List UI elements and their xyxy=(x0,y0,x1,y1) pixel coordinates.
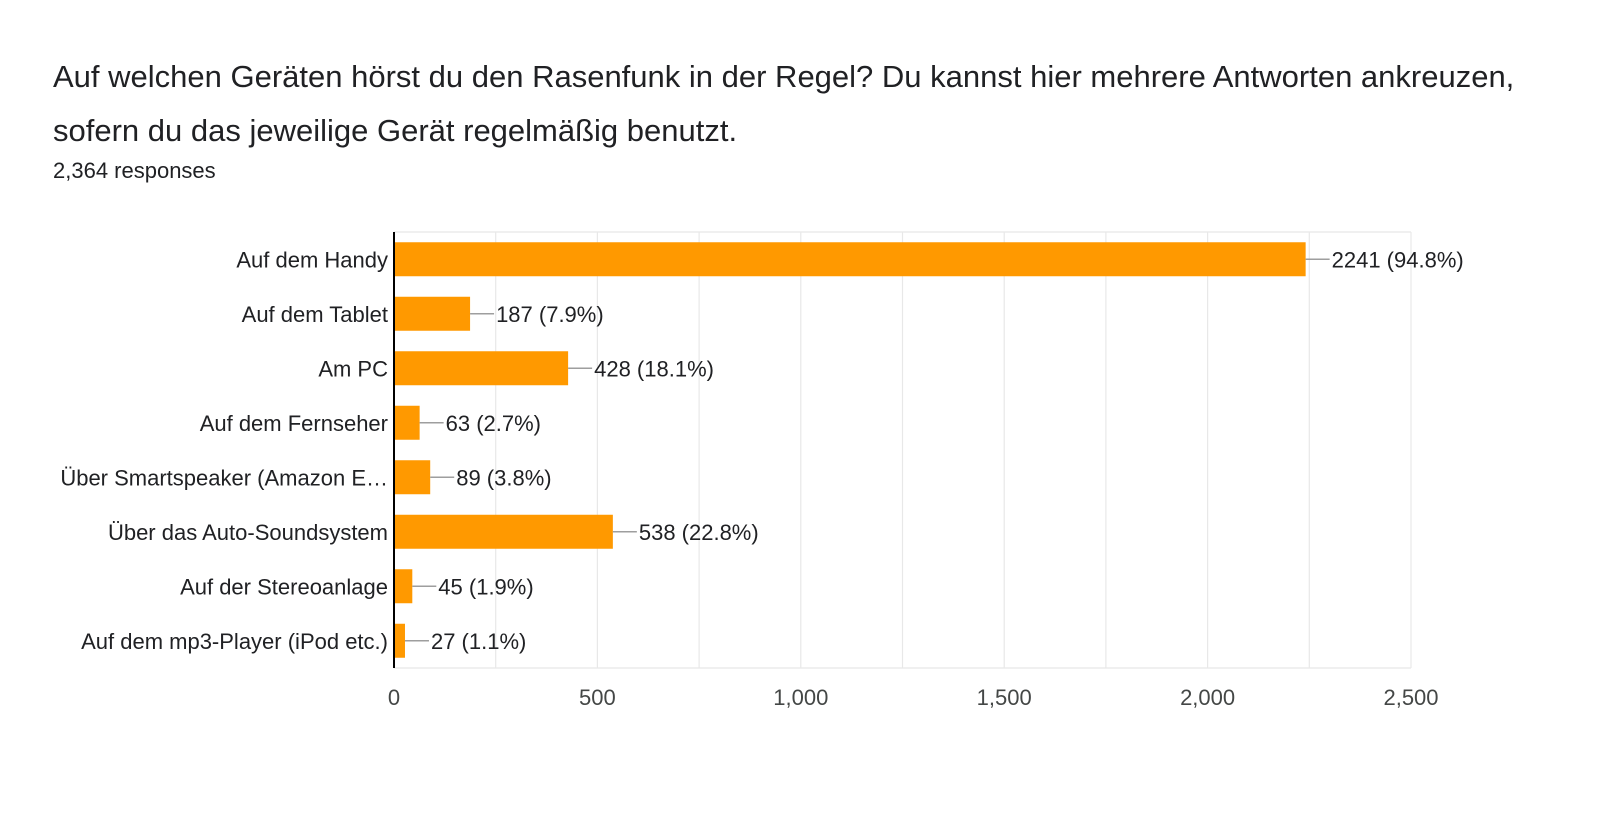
axis-layer: 0 500 1,000 1,500 2,000 2,500 xyxy=(388,232,1439,710)
bar xyxy=(394,242,1306,277)
x-tick-label: 1,000 xyxy=(773,685,828,710)
category-label: Auf dem Handy xyxy=(236,247,388,272)
x-tick-label: 0 xyxy=(388,685,400,710)
bar xyxy=(394,623,405,658)
bar xyxy=(394,460,431,495)
bar xyxy=(394,351,569,386)
bar xyxy=(394,296,471,331)
category-label: Auf der Stereoanlage xyxy=(180,574,388,599)
x-tick-label: 2,500 xyxy=(1383,685,1438,710)
label-layer: 2241 (94.8%) Auf dem Handy 187 (7.9%) Auf d… xyxy=(60,247,1463,654)
category-label: Auf dem mp3-Player (iPod etc.) xyxy=(81,629,388,654)
data-label: 27 (1.1%) xyxy=(431,629,526,654)
bar xyxy=(394,569,413,604)
data-label: 63 (2.7%) xyxy=(446,411,541,436)
grid-layer xyxy=(394,231,1412,669)
bar xyxy=(394,514,613,549)
data-label: 428 (18.1%) xyxy=(594,356,714,381)
data-label: 187 (7.9%) xyxy=(496,302,604,327)
category-label: Am PC xyxy=(318,356,388,381)
data-label: 538 (22.8%) xyxy=(639,520,759,545)
data-label: 2241 (94.8%) xyxy=(1332,247,1464,272)
category-label: Auf dem Fernseher xyxy=(200,411,388,436)
question-title: Auf welchen Geräten hörst du den Rasenfu… xyxy=(53,59,1515,148)
response-count: 2,364 responses xyxy=(53,158,216,183)
x-tick-label: 2,000 xyxy=(1180,685,1235,710)
category-label: Auf dem Tablet xyxy=(242,302,388,327)
data-label: 89 (3.8%) xyxy=(456,465,551,490)
category-label: Über Smartspeaker (Amazon E… xyxy=(60,465,388,490)
data-label: 45 (1.9%) xyxy=(438,574,533,599)
x-tick-label: 500 xyxy=(579,685,616,710)
category-label: Über das Auto-Soundsystem xyxy=(108,520,388,545)
bar xyxy=(394,405,420,440)
bar-layer xyxy=(394,242,1306,658)
x-tick-label: 1,500 xyxy=(977,685,1032,710)
